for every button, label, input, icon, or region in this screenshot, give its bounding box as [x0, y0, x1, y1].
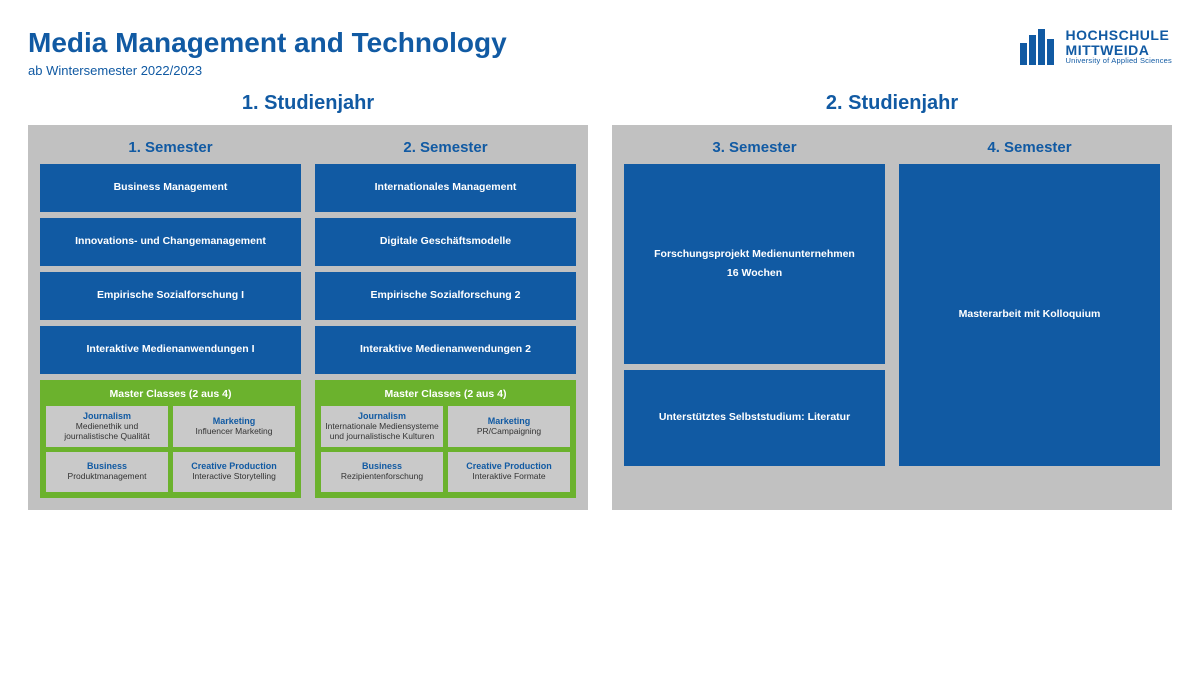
logo-line-1: HOCHSCHULE: [1066, 28, 1172, 43]
module-box: Innovations- und Changemanagement: [40, 218, 301, 266]
module-line: 16 Wochen: [727, 267, 782, 280]
year-2: 2. Studienjahr 3. Semester Forschungspro…: [612, 86, 1172, 510]
mc-category: Journalism: [325, 411, 439, 421]
module-box: Forschungsprojekt Medienunternehmen 16 W…: [624, 164, 885, 364]
semester-3-stack: Forschungsprojekt Medienunternehmen 16 W…: [624, 164, 885, 466]
mc-topic: Interactive Storytelling: [177, 472, 291, 482]
semester-2-title: 2. Semester: [315, 135, 576, 164]
mc-topic: Produktmanagement: [50, 472, 164, 482]
module-line: Masterarbeit mit Kolloquium: [959, 308, 1101, 321]
mc-category: Creative Production: [452, 461, 566, 471]
logo-line-2: MITTWEIDA: [1066, 43, 1172, 58]
years-row: 1. Studienjahr 1. Semester Business Mana…: [0, 86, 1200, 510]
module-box: Digitale Geschäftsmodelle: [315, 218, 576, 266]
mc-category: Business: [50, 461, 164, 471]
semester-2: 2. Semester Internationales Management D…: [315, 135, 576, 498]
master-classes-1-grid: Journalism Medienethik und journalistisc…: [46, 406, 295, 492]
semester-4-title: 4. Semester: [899, 135, 1160, 164]
master-classes-1: Master Classes (2 aus 4) Journalism Medi…: [40, 380, 301, 498]
mc-category: Creative Production: [177, 461, 291, 471]
mc-item: Creative Production Interactive Storytel…: [173, 452, 295, 492]
module-box: Unterstütztes Selbststudium: Literatur: [624, 370, 885, 466]
module-box: Interaktive Medienanwendungen I: [40, 326, 301, 374]
module-line: Forschungsprojekt Medienunternehmen: [654, 248, 855, 261]
mc-topic: Rezipientenforschung: [325, 472, 439, 482]
uni-logo: HOCHSCHULE MITTWEIDA University of Appli…: [1020, 28, 1172, 65]
mc-topic: Internationale Mediensysteme und journal…: [325, 422, 439, 442]
logo-line-3: University of Applied Sciences: [1066, 57, 1172, 65]
module-box: Internationales Management: [315, 164, 576, 212]
module-box: Masterarbeit mit Kolloquium: [899, 164, 1160, 466]
year-2-title: 2. Studienjahr: [612, 86, 1172, 125]
year-1-title: 1. Studienjahr: [28, 86, 588, 125]
mc-topic: Medienethik und journalistische Qualität: [50, 422, 164, 442]
semester-3: 3. Semester Forschungsprojekt Medienunte…: [624, 135, 885, 498]
semester-1-title: 1. Semester: [40, 135, 301, 164]
mc-item: Business Rezipientenforschung: [321, 452, 443, 492]
module-box: Empirische Sozialforschung 2: [315, 272, 576, 320]
semester-1: 1. Semester Business Management Innovati…: [40, 135, 301, 498]
module-line: Unterstütztes Selbststudium: Literatur: [659, 411, 850, 424]
mc-category: Marketing: [177, 416, 291, 426]
page-subtitle: ab Wintersemester 2022/2023: [28, 63, 507, 78]
module-box: Empirische Sozialforschung I: [40, 272, 301, 320]
mc-topic: PR/Campaigning: [452, 427, 566, 437]
title-block: Media Management and Technology ab Winte…: [28, 28, 507, 78]
module-box: Business Management: [40, 164, 301, 212]
page-title: Media Management and Technology: [28, 28, 507, 59]
master-classes-2: Master Classes (2 aus 4) Journalism Inte…: [315, 380, 576, 498]
master-classes-2-title: Master Classes (2 aus 4): [321, 386, 570, 406]
master-classes-2-grid: Journalism Internationale Mediensysteme …: [321, 406, 570, 492]
mc-topic: Interaktive Formate: [452, 472, 566, 482]
mc-item: Marketing Influencer Marketing: [173, 406, 295, 447]
semester-2-stack: Internationales Management Digitale Gesc…: [315, 164, 576, 498]
year-1-body: 1. Semester Business Management Innovati…: [28, 125, 588, 510]
module-box: Interaktive Medienanwendungen 2: [315, 326, 576, 374]
mc-item: Creative Production Interaktive Formate: [448, 452, 570, 492]
mc-topic: Influencer Marketing: [177, 427, 291, 437]
semester-3-title: 3. Semester: [624, 135, 885, 164]
footer-note: Stand: 06/2022 | Alle Angaben ohne Gewäh…: [1002, 657, 1170, 667]
year-1: 1. Studienjahr 1. Semester Business Mana…: [28, 86, 588, 510]
uni-logo-text: HOCHSCHULE MITTWEIDA University of Appli…: [1066, 28, 1172, 65]
mc-item: Journalism Internationale Mediensysteme …: [321, 406, 443, 447]
mc-category: Marketing: [452, 416, 566, 426]
year-2-body: 3. Semester Forschungsprojekt Medienunte…: [612, 125, 1172, 510]
mc-category: Business: [325, 461, 439, 471]
mc-item: Business Produktmanagement: [46, 452, 168, 492]
semester-4: 4. Semester Masterarbeit mit Kolloquium: [899, 135, 1160, 498]
mc-item: Marketing PR/Campaigning: [448, 406, 570, 447]
mc-item: Journalism Medienethik und journalistisc…: [46, 406, 168, 447]
uni-logo-icon: [1020, 29, 1058, 65]
header: Media Management and Technology ab Winte…: [0, 0, 1200, 86]
mc-category: Journalism: [50, 411, 164, 421]
master-classes-1-title: Master Classes (2 aus 4): [46, 386, 295, 406]
semester-4-stack: Masterarbeit mit Kolloquium: [899, 164, 1160, 466]
semester-1-stack: Business Management Innovations- und Cha…: [40, 164, 301, 498]
